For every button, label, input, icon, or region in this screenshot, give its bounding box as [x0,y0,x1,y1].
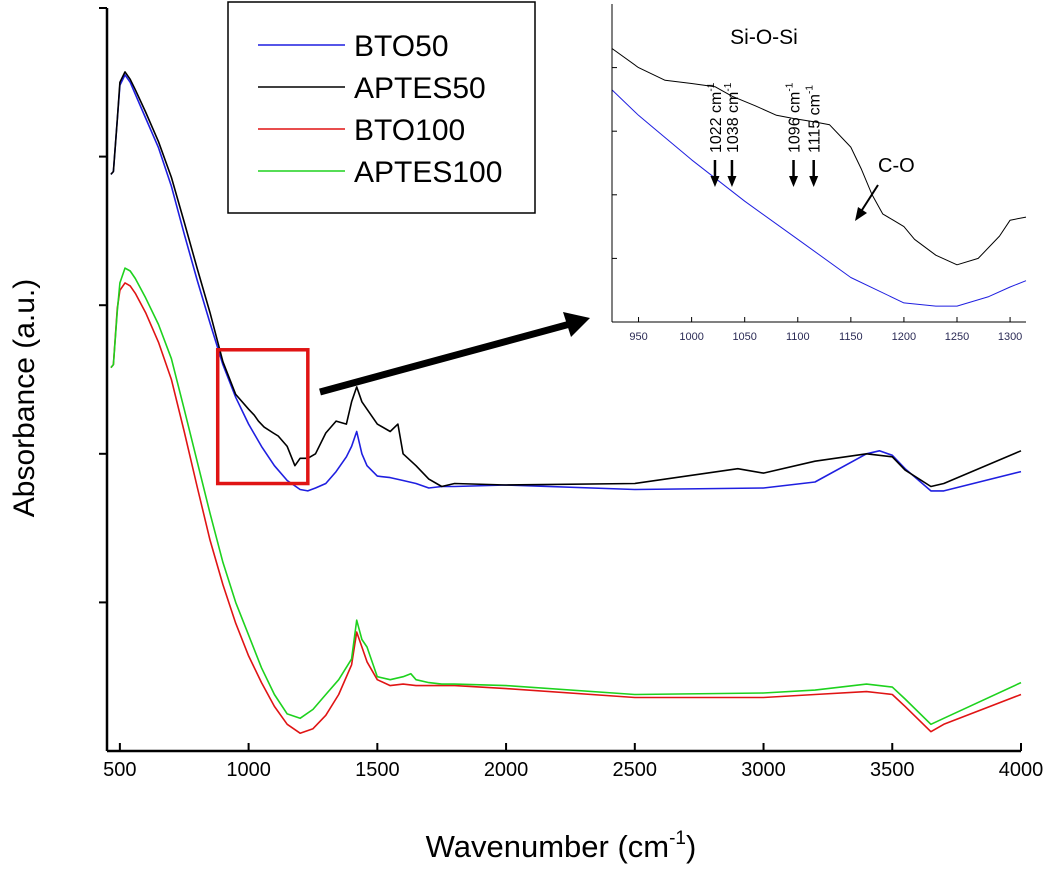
highlight-box [215,348,310,486]
co-arrow-head [855,207,867,221]
x-axis-label: Wavenumber (cm-1) [426,828,697,864]
zoom-arrow-shaft [319,320,571,396]
y-ticks-group [99,7,107,604]
inset-x-tick-label-1050: 1050 [732,331,756,343]
legend-box [227,1,536,214]
annotation-label-1115: 1115 cm-1 [805,85,824,153]
x-tick-label-4000: 4000 [999,759,1044,781]
legend-label-bto100: BTO100 [354,114,465,147]
inset-y-ticks-group [612,67,617,259]
main-series-group [110,71,1022,735]
co-label: C-O [878,155,915,177]
legend-label-aptes50: APTES50 [354,72,486,105]
annotation-1038: 1038 cm-1 [723,82,742,187]
series-line-bto50 [110,74,1022,492]
inset-x-tick-label-1150: 1150 [839,331,863,343]
annotation-arrow-head-1038 [727,176,737,187]
series-line-bto100 [110,282,1022,735]
zoom-arrow-head [563,312,590,337]
inset-series-line-bto50 [611,89,1027,307]
annotation-label-1022: 1022 cm-1 [706,82,725,153]
annotation-label-1038: 1038 cm-1 [723,82,742,153]
x-tick-label-2000: 2000 [484,759,529,781]
legend: BTO50 APTES50 BTO100 APTES100 [227,1,536,214]
annotation-label-1096: 1096 cm-1 [785,82,804,153]
legend-label-bto50: BTO50 [354,30,449,63]
series-line-aptes100 [110,267,1022,726]
main-plot: 500 1000 1500 2000 2500 3000 3500 4000 Wavenumb… [8,7,1043,864]
series-line-aptes50 [110,71,1022,488]
inset-plot: 950 1000 1050 1100 1150 1200 1250 1300 Si-O-Si … [611,4,1050,343]
x-tick-label-1500: 1500 [355,759,400,781]
inset-frame [612,4,1050,322]
annotation-1022: 1022 cm-1 [706,82,725,187]
x-tick-label-500: 500 [103,759,136,781]
annotation-1096: 1096 cm-1 [785,82,804,187]
annotation-1115: 1115 cm-1 [805,85,824,187]
inset-x-tick-label-1000: 1000 [679,331,703,343]
annotation-arrow-head-1022 [710,176,720,187]
inset-series-group [611,48,1027,307]
x-tick-label-3500: 3500 [870,759,915,781]
legend-label-aptes100: APTES100 [354,156,502,189]
zoom-arrow [319,312,590,396]
x-ticks-group: 500 1000 1500 2000 2500 3000 3500 4000 [103,743,1043,781]
inset-title: Si-O-Si [730,26,798,49]
inset-x-tick-label-1100: 1100 [786,331,810,343]
x-tick-label-3000: 3000 [741,759,786,781]
co-arrow-shaft [861,184,879,211]
x-tick-label-1000: 1000 [226,759,271,781]
inset-x-tick-label-1300: 1300 [998,331,1022,343]
inset-x-tick-label-950: 950 [629,331,647,343]
inset-x-tick-label-1250: 1250 [945,331,969,343]
inset-x-tick-label-1200: 1200 [892,331,916,343]
y-axis-label: Absorbance (a.u.) [8,279,41,517]
annotation-arrow-head-1115 [809,176,819,187]
annotation-arrow-head-1096 [789,176,799,187]
inset-series-line-aptes50 [611,48,1027,266]
legend-items: BTO50 APTES50 BTO100 APTES100 [258,30,502,189]
x-tick-label-2500: 2500 [613,759,658,781]
inset-x-ticks-group: 950 1000 1050 1100 1150 1200 1250 1300 [629,317,1022,343]
